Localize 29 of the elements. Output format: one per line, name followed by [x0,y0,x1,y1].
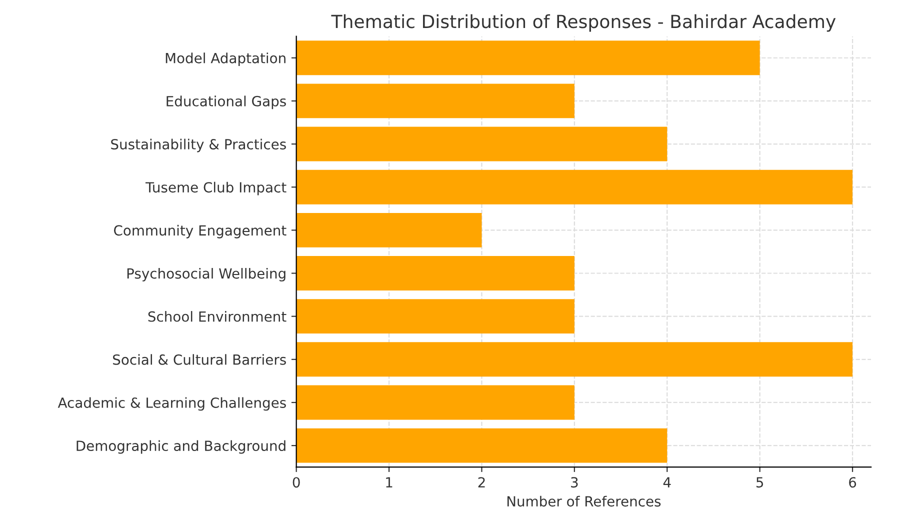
bar [296,40,760,76]
y-tick-label: Educational Gaps [166,96,286,110]
bar [296,299,574,334]
bar [296,342,853,377]
x-axis-title: Number of References [507,496,661,507]
y-tick-label: Academic & Learning Challenges [58,397,286,411]
x-tick-label: 0 [292,477,300,488]
y-tick-label: Model Adaptation [166,52,286,66]
chart-title: Thematic Distribution of Responses - Bahirdar Academy [331,14,836,32]
y-tick-label: Tuseme Club Impact [145,182,286,196]
y-tick-label: Sustainability & Practices [111,138,286,152]
bar [296,385,574,420]
bar [296,170,853,204]
bar [296,84,574,118]
x-tick-label: 3 [571,477,578,488]
y-tick-label: Community Engagement [114,224,286,238]
x-tick-label: 5 [756,477,764,488]
x-tick-label: 1 [386,477,392,488]
x-tick-label: 2 [478,477,485,488]
bar [296,126,668,162]
bar [296,212,482,248]
bar [296,256,574,290]
y-tick-label: Demographic and Background [76,440,286,454]
y-tick-label: School Environment [148,311,286,322]
y-tick-label: Social & Cultural Barriers [113,354,286,365]
bar [296,428,668,463]
x-tick-label: 6 [849,477,856,488]
x-tick-label: 4 [663,477,671,488]
y-tick-label: Psychosocial Wellbeing [127,268,286,282]
